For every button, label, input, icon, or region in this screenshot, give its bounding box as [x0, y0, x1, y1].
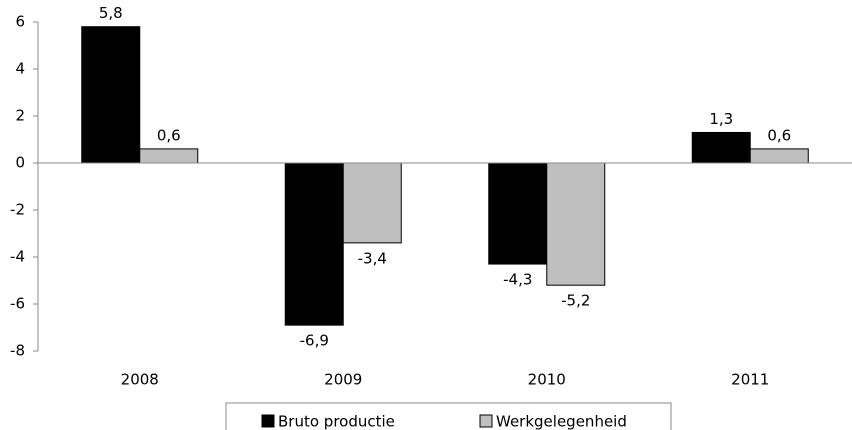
bar [81, 26, 141, 164]
value-label: 5,8 [99, 4, 123, 22]
bar [284, 162, 344, 326]
x-tick-label: 2010 [528, 371, 566, 389]
y-tick-label: 6 [15, 13, 25, 31]
value-label: 1,3 [709, 110, 733, 128]
legend-box [225, 402, 672, 430]
x-tick-label: 2008 [121, 371, 159, 389]
bar [546, 162, 606, 286]
value-label: -6,9 [300, 332, 329, 350]
value-label: 0,6 [157, 126, 181, 144]
value-label: -5,2 [561, 292, 590, 310]
legend-label: Werkgelegenheid [496, 413, 627, 430]
value-label: -3,4 [358, 249, 387, 267]
y-tick-label: 2 [15, 107, 25, 125]
bar [749, 148, 809, 164]
y-tick-label: 4 [15, 60, 25, 78]
value-label: -4,3 [503, 271, 532, 289]
bar [488, 162, 548, 265]
legend-label: Bruto productie [278, 413, 395, 430]
y-tick-label: -2 [10, 201, 25, 219]
legend-swatch [479, 414, 493, 428]
x-tick-label: 2009 [324, 371, 362, 389]
value-label: 0,6 [767, 126, 791, 144]
x-tick-label: 2011 [731, 371, 769, 389]
y-tick-label: -8 [10, 342, 25, 360]
bar [691, 131, 751, 164]
bar [139, 148, 199, 164]
legend-swatch [261, 414, 275, 428]
y-tick-label: 0 [15, 154, 25, 172]
y-tick-label: -4 [10, 248, 25, 266]
y-tick-label: -6 [10, 295, 25, 313]
bar [342, 162, 402, 244]
